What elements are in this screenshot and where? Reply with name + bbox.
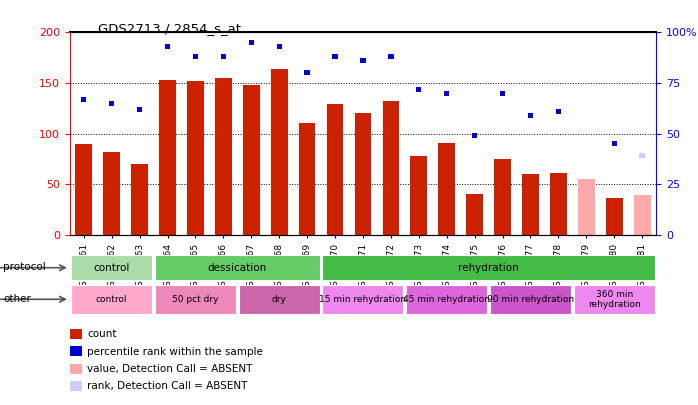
Bar bbox=[494, 159, 511, 235]
Bar bbox=[490, 285, 571, 313]
Text: other: other bbox=[3, 294, 31, 304]
Text: 360 min
rehydration: 360 min rehydration bbox=[588, 290, 641, 309]
Bar bbox=[332, 54, 338, 59]
Text: dry: dry bbox=[272, 295, 287, 304]
Bar bbox=[271, 69, 288, 235]
Bar bbox=[71, 285, 152, 313]
Bar bbox=[299, 123, 315, 235]
Bar bbox=[360, 58, 366, 63]
Bar bbox=[578, 179, 595, 235]
Text: rehydration: rehydration bbox=[458, 263, 519, 273]
Bar bbox=[137, 107, 142, 112]
Text: 45 min rehydration: 45 min rehydration bbox=[403, 295, 490, 304]
Bar bbox=[500, 91, 505, 96]
Text: GDS2713 / 2854_s_at: GDS2713 / 2854_s_at bbox=[98, 22, 241, 35]
Bar bbox=[438, 143, 455, 235]
Bar bbox=[606, 198, 623, 235]
Bar bbox=[103, 152, 120, 235]
Bar bbox=[276, 44, 282, 49]
Bar bbox=[131, 164, 148, 235]
Text: rank, Detection Call = ABSENT: rank, Detection Call = ABSENT bbox=[87, 382, 248, 391]
Bar bbox=[155, 255, 320, 280]
Bar bbox=[193, 54, 198, 59]
Bar bbox=[155, 285, 236, 313]
Bar bbox=[410, 156, 427, 235]
Bar bbox=[71, 255, 152, 280]
Bar bbox=[355, 113, 371, 235]
Bar bbox=[574, 285, 655, 313]
Text: control: control bbox=[96, 295, 128, 304]
Bar bbox=[388, 54, 394, 59]
Bar bbox=[215, 78, 232, 235]
Text: 50 pct dry: 50 pct dry bbox=[172, 295, 218, 304]
Bar bbox=[322, 285, 403, 313]
Bar bbox=[165, 44, 170, 49]
Bar bbox=[383, 101, 399, 235]
Text: percentile rank within the sample: percentile rank within the sample bbox=[87, 347, 263, 356]
Bar bbox=[327, 104, 343, 235]
Text: protocol: protocol bbox=[3, 262, 46, 272]
Bar bbox=[322, 255, 655, 280]
Bar bbox=[444, 91, 450, 96]
Text: 90 min rehydration: 90 min rehydration bbox=[487, 295, 574, 304]
Bar bbox=[109, 101, 114, 106]
Bar bbox=[239, 285, 320, 313]
Text: count: count bbox=[87, 329, 117, 339]
Text: 15 min rehydration: 15 min rehydration bbox=[320, 295, 406, 304]
Text: dessication: dessication bbox=[208, 263, 267, 273]
Bar bbox=[550, 173, 567, 235]
Bar bbox=[81, 97, 87, 102]
Bar bbox=[522, 174, 539, 235]
Bar bbox=[304, 70, 310, 75]
Bar bbox=[159, 80, 176, 235]
Bar bbox=[528, 113, 533, 118]
Bar bbox=[466, 194, 483, 235]
Bar bbox=[416, 87, 422, 92]
Bar bbox=[556, 109, 561, 114]
Bar bbox=[406, 285, 487, 313]
Bar bbox=[221, 54, 226, 59]
Text: control: control bbox=[94, 263, 130, 273]
Bar bbox=[611, 141, 617, 146]
Text: value, Detection Call = ABSENT: value, Detection Call = ABSENT bbox=[87, 364, 253, 374]
Bar bbox=[248, 40, 254, 45]
Bar bbox=[75, 144, 92, 235]
Bar bbox=[243, 85, 260, 235]
Bar bbox=[639, 153, 645, 158]
Bar bbox=[634, 196, 651, 235]
Bar bbox=[187, 81, 204, 235]
Bar bbox=[472, 133, 477, 138]
